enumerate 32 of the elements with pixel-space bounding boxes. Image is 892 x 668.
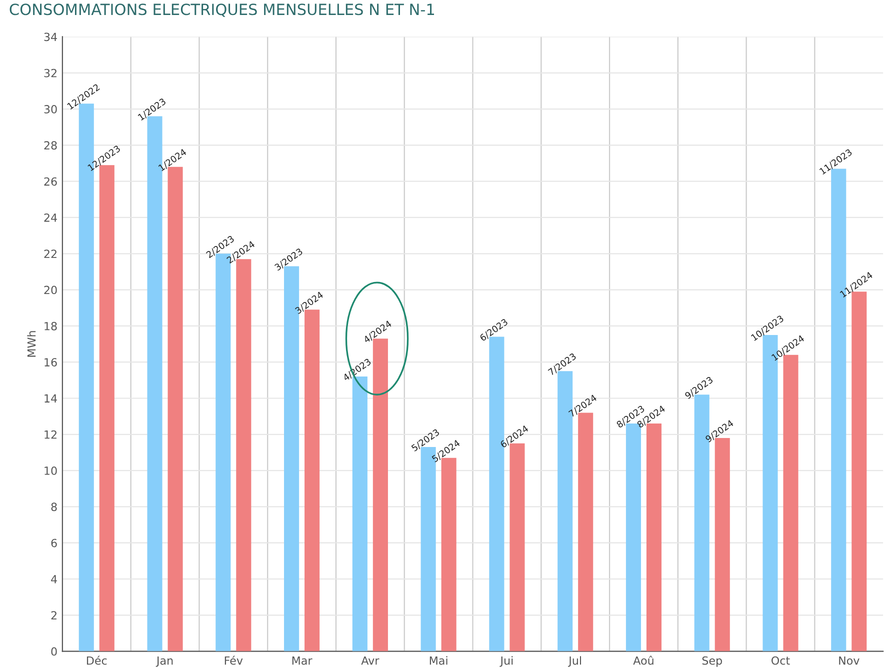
y-tick-label: 8	[51, 502, 57, 512]
y-tick-label: 34	[44, 32, 57, 42]
y-tick-label: 18	[44, 322, 57, 330]
x-tick-label: Jul	[568, 656, 581, 667]
y-tick-label: 26	[44, 177, 57, 186]
x-tick-label: Jui	[500, 656, 513, 667]
y-tick-label: 6	[51, 538, 57, 548]
x-tick-label: Déc	[86, 656, 107, 665]
y-tick-label: 0	[51, 647, 57, 656]
y-tick-label: 24	[44, 213, 57, 222]
y-tick-label: 12	[44, 430, 56, 439]
y-tick-label: 22	[44, 250, 56, 258]
y-tick-label: 14	[44, 394, 57, 402]
x-tick-label: Jan	[156, 656, 173, 667]
x-tick-label: Avr	[361, 656, 380, 665]
y-tick-label: 10	[44, 466, 57, 475]
y-tick-label: 32	[44, 68, 56, 78]
y-tick-label: 30	[44, 105, 57, 114]
y-tick-label: 4	[51, 575, 57, 584]
y-axis-title: MWh	[27, 331, 36, 357]
x-tick-label: Mai	[430, 656, 448, 665]
y-tick-label: 2	[51, 611, 56, 620]
x-tick-label: Oct	[772, 656, 790, 665]
y-tick-label: 20	[44, 286, 57, 294]
y-tick-label: 16	[44, 358, 57, 366]
y-tick-label: 28	[44, 141, 57, 150]
x-tick-label: Sep	[702, 656, 722, 667]
chart-title: CONSOMMATIONS ELECTRIQUES MENSUELLES N ET N-1	[10, 4, 434, 17]
x-tick-label: Fév	[224, 656, 243, 665]
x-tick-label: Mar	[292, 656, 312, 665]
x-tick-label: Aoû	[633, 656, 654, 665]
x-tick-label: Nov	[839, 656, 860, 665]
